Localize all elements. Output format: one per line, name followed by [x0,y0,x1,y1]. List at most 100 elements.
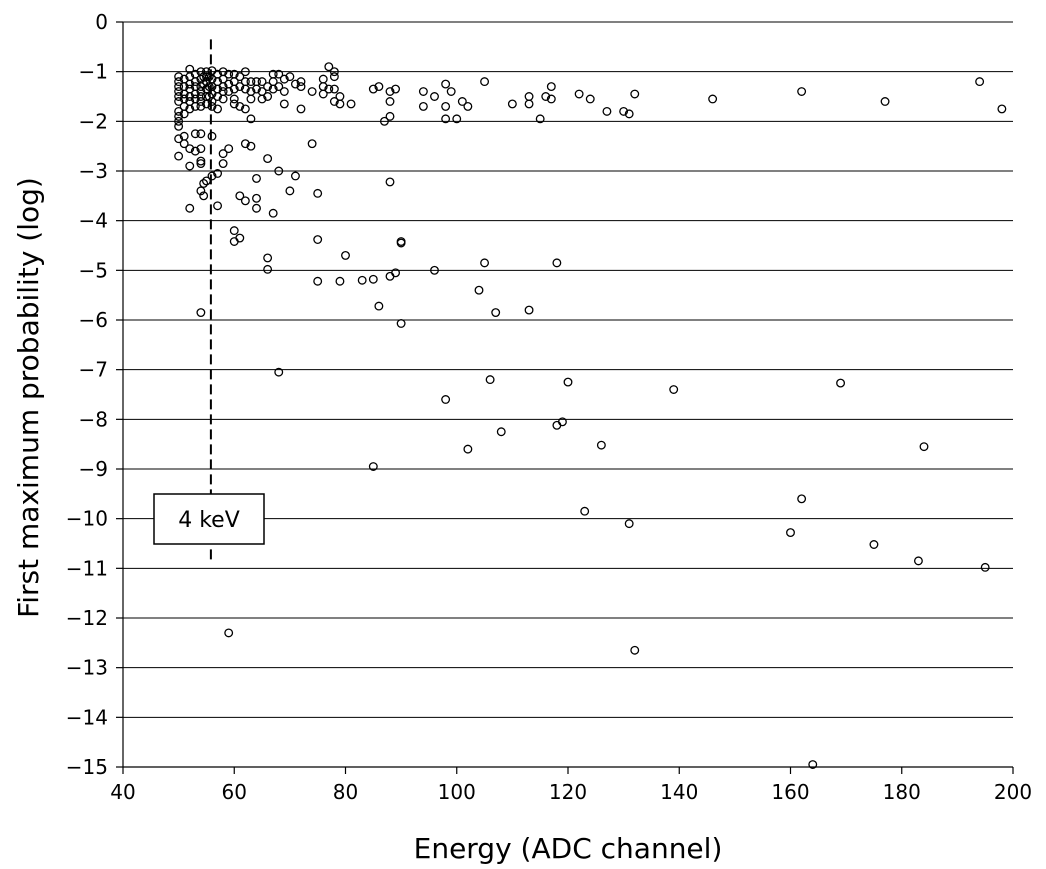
data-point [418,101,428,111]
y-tick-label: −5 [79,258,108,282]
data-point [268,84,278,94]
data-point [174,111,184,121]
data-point [524,305,534,315]
data-point [218,149,228,159]
data-point [185,161,195,171]
data-point [335,92,345,101]
data-point [174,92,184,101]
data-point [174,82,184,92]
data-point [235,82,245,92]
data-point [341,250,350,260]
data-point [797,494,807,504]
data-point [185,92,195,101]
data-point [213,92,223,101]
data-point [708,94,718,104]
x-tick-label: 100 [438,780,476,804]
data-point [196,82,206,92]
data-point [190,101,200,111]
data-point [185,144,195,154]
data-point [246,114,256,124]
data-point [199,178,209,188]
y-tick-label: −15 [66,755,108,779]
x-tick-label: 200 [994,780,1032,804]
data-point [630,645,640,655]
data-point [441,101,451,111]
y-axis-title: First maximum probability (log) [12,177,45,618]
data-point [541,92,551,101]
data-point [235,72,245,82]
data-point [229,226,239,236]
data-point [485,375,495,385]
y-tick-label: −9 [79,457,108,481]
data-point [313,188,323,198]
data-point [213,169,223,178]
data-point [285,72,295,82]
data-point [329,67,339,77]
data-point [585,94,595,104]
data-point [557,417,567,427]
data-point [207,171,217,181]
data-point [263,154,273,164]
annotation-box [153,493,265,545]
data-point [480,258,490,268]
data-point [318,89,328,99]
data-point [335,276,345,286]
data-point [368,274,378,284]
data-point [396,319,406,328]
data-point [199,191,209,201]
y-tick-label: −8 [79,407,108,431]
data-point [669,385,679,394]
data-point [335,99,345,109]
data-point [240,196,250,206]
data-point [263,82,273,92]
data-point [563,377,573,387]
data-point [385,271,395,281]
data-point [463,444,473,454]
data-point [307,87,317,96]
data-point [290,171,300,181]
y-tick-label: −2 [79,109,108,133]
data-point [430,92,439,101]
x-tick-label: 80 [333,780,358,804]
data-point [313,235,323,244]
data-point [441,114,451,124]
data-point [252,193,261,203]
x-tick-labels: 40 60 80 100 120 140 160 180 200 [110,780,1032,804]
y-tick-label: −12 [66,606,108,630]
data-point [630,89,640,99]
data-point [213,201,223,211]
data-point [174,106,184,116]
data-point [385,177,395,187]
data-point [196,92,206,101]
y-tick-label: −10 [66,507,108,531]
grid-lines [123,21,1013,718]
data-point [190,77,200,87]
data-point [252,84,261,94]
data-point [268,208,278,218]
data-point [491,308,501,317]
data-point [274,82,284,92]
data-point [552,258,562,268]
data-point [368,84,378,94]
data-point [229,94,239,104]
data-point [324,84,334,94]
data-point [285,186,295,196]
annotation-4kev: 4 keV [153,39,265,564]
data-point [174,72,184,82]
data-point [296,82,306,92]
data-point [218,159,228,168]
data-point [252,203,261,213]
data-point [457,97,467,106]
data-point [446,87,456,96]
data-point [174,134,184,144]
x-tick-label: 120 [549,780,587,804]
data-point [179,109,189,119]
data-point [235,191,245,201]
data-point [596,440,606,450]
data-point [246,141,256,151]
data-point [190,129,200,139]
data-point [980,562,990,572]
y-tick-labels: 0 −1 −2 −3 −4 −5 −6 −7 −8 −9 −10 −11 −12 −13 −14 −15 [66,10,108,779]
data-point [174,151,184,161]
data-point [246,94,256,104]
